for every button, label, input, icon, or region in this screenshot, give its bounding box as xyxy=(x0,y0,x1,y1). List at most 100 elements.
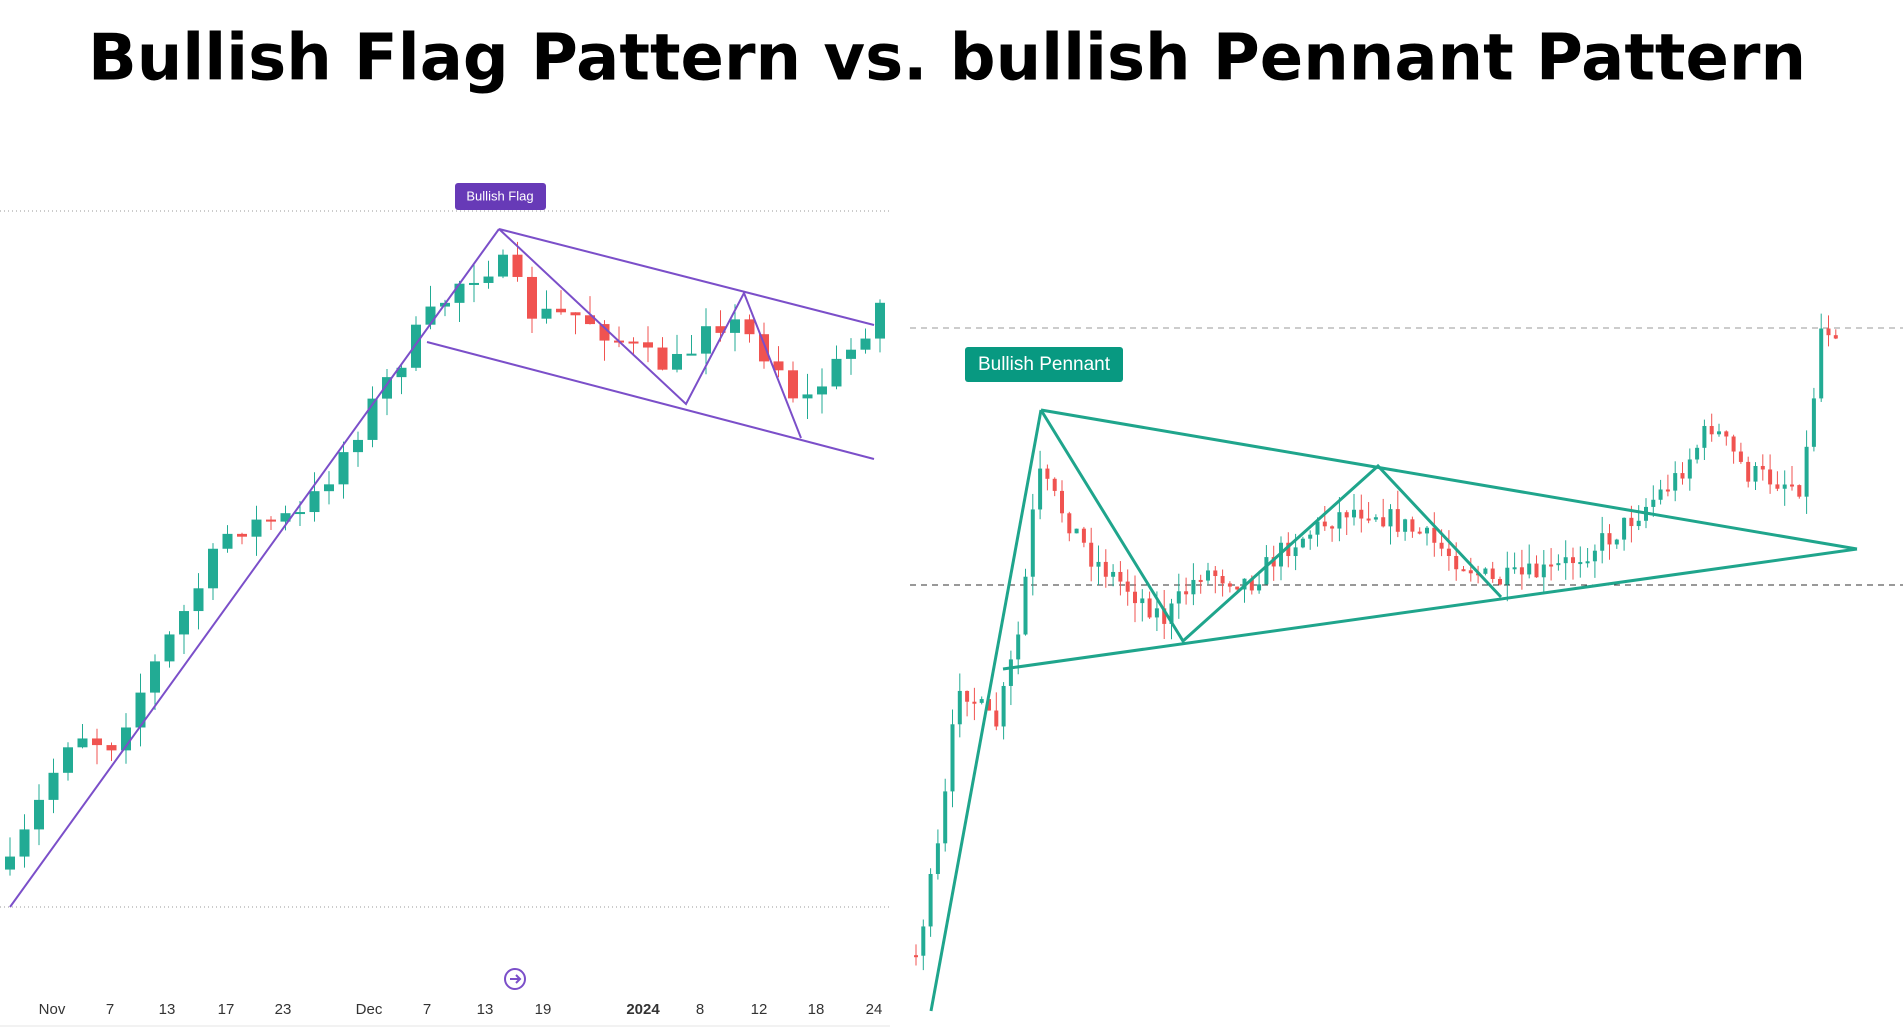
nav-icon[interactable] xyxy=(504,968,526,990)
candle-body xyxy=(1541,564,1546,578)
page-title: Bullish Flag Pattern vs. bullish Pennant… xyxy=(88,22,1806,96)
candle-body xyxy=(1366,518,1371,521)
candle-body xyxy=(914,955,918,958)
candle-body xyxy=(1571,557,1575,564)
x-tick-label: 13 xyxy=(477,1001,494,1018)
candle-body xyxy=(1695,447,1700,460)
candle-body xyxy=(92,738,102,746)
candle-body xyxy=(1169,603,1174,624)
candle-body xyxy=(1673,473,1678,491)
label-box xyxy=(455,183,546,210)
candle-body xyxy=(979,699,984,703)
candle-body xyxy=(1724,431,1729,437)
candle-body xyxy=(1140,598,1145,604)
candle-body xyxy=(1760,465,1765,470)
x-axis: Nov 7 13 17 23 Dec 7 13 19 2024 8 12 18 24 xyxy=(39,1001,883,1018)
candle-body xyxy=(1220,576,1225,584)
candle-body xyxy=(1454,555,1459,570)
candle-body xyxy=(957,690,962,725)
candle-body xyxy=(367,398,378,440)
candle-body xyxy=(382,377,392,399)
candle-body xyxy=(1125,581,1130,592)
candle-body xyxy=(1417,531,1422,534)
upper-line xyxy=(1040,408,1858,551)
candle-body xyxy=(1249,578,1254,591)
candle-body xyxy=(1315,521,1320,535)
x-tick-label: 8 xyxy=(696,1001,704,1018)
candle-body xyxy=(570,312,581,316)
candle-body xyxy=(759,334,769,362)
candle-body xyxy=(1096,561,1101,567)
candle-body xyxy=(1592,550,1597,562)
candle-body xyxy=(950,724,955,792)
candle-body xyxy=(1257,584,1262,591)
candle-body xyxy=(1425,527,1429,534)
candle-body xyxy=(5,856,15,870)
candle-body xyxy=(1008,659,1013,686)
candle-body xyxy=(150,661,160,693)
candle-body xyxy=(1293,547,1298,557)
candle-body xyxy=(1373,517,1378,520)
candle-body xyxy=(1352,509,1356,518)
candle-body xyxy=(353,439,363,453)
candle-body xyxy=(1147,598,1152,618)
candle-body xyxy=(1330,526,1335,529)
candle-body xyxy=(1658,489,1663,500)
candle-body xyxy=(1717,431,1721,435)
candle-body xyxy=(396,367,407,378)
candle-body xyxy=(1162,608,1167,624)
pole-line xyxy=(9,228,500,908)
pole-line xyxy=(929,409,1043,1012)
label-box xyxy=(965,347,1123,382)
candle-body xyxy=(860,338,871,350)
pattern-label: Bullish Flag xyxy=(466,188,533,203)
x-tick-label: Nov xyxy=(39,1001,66,1018)
x-tick-label: 19 xyxy=(535,1001,552,1018)
candle-body xyxy=(1651,499,1656,507)
lower-channel xyxy=(426,341,875,460)
candle-body xyxy=(1709,426,1714,435)
candle-body xyxy=(34,799,44,830)
candle-body xyxy=(935,843,940,874)
candle-body xyxy=(1154,608,1159,618)
candle-body xyxy=(1549,564,1554,567)
candle-body xyxy=(1439,542,1444,549)
candle-body xyxy=(1410,519,1415,532)
candle-body xyxy=(1045,468,1050,479)
candle-body xyxy=(1403,519,1408,532)
lower-line xyxy=(1002,547,1858,671)
candle-body xyxy=(1775,484,1780,489)
candle-body xyxy=(454,283,465,303)
candle-body xyxy=(1016,634,1021,660)
candle-body xyxy=(585,315,595,325)
zigzag xyxy=(498,228,802,439)
candle-body xyxy=(1388,509,1393,527)
pattern-lines xyxy=(929,408,1858,1012)
candle-body xyxy=(1534,563,1539,578)
candle-body xyxy=(135,692,146,728)
candle-body xyxy=(1702,426,1707,448)
candle-body xyxy=(643,342,653,348)
candle-body xyxy=(541,308,552,319)
candle-body xyxy=(1300,538,1305,548)
upper-channel xyxy=(498,228,875,326)
candle-body xyxy=(1753,465,1758,482)
candle-body xyxy=(875,302,885,339)
candle-body xyxy=(483,276,494,283)
candle-body xyxy=(1527,563,1532,575)
candle-body xyxy=(1067,513,1072,534)
x-tick-label: 7 xyxy=(106,1001,114,1018)
candles xyxy=(5,241,885,876)
candle-body xyxy=(527,276,537,319)
candle-body xyxy=(1797,485,1802,497)
x-tick-label: 17 xyxy=(218,1001,235,1018)
candle-body xyxy=(179,611,189,635)
candle-body xyxy=(295,512,305,515)
candle-body xyxy=(1490,568,1495,579)
candle-body xyxy=(1768,469,1773,485)
candle-body xyxy=(106,745,117,751)
candle-body xyxy=(498,254,508,277)
candle-body xyxy=(1461,569,1466,572)
candle-body xyxy=(1512,567,1517,570)
